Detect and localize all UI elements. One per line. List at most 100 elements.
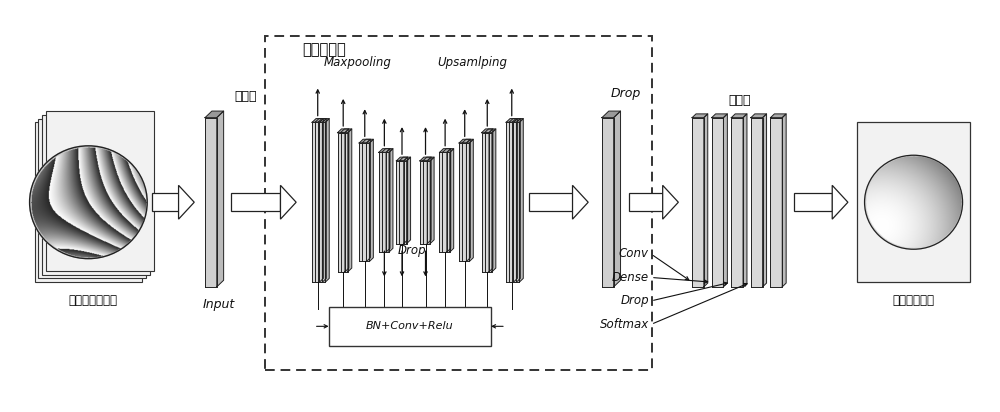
Text: Drop: Drop <box>620 295 649 307</box>
Polygon shape <box>427 157 431 243</box>
Polygon shape <box>439 149 451 152</box>
Text: Drop: Drop <box>397 244 426 257</box>
Polygon shape <box>663 185 678 219</box>
Polygon shape <box>832 185 848 219</box>
Polygon shape <box>407 157 411 243</box>
Polygon shape <box>469 139 473 262</box>
Polygon shape <box>389 149 393 252</box>
Polygon shape <box>362 143 369 262</box>
Text: 输入层: 输入层 <box>234 91 256 103</box>
Polygon shape <box>450 149 454 252</box>
Polygon shape <box>770 114 786 118</box>
Polygon shape <box>482 129 493 133</box>
Polygon shape <box>312 122 319 282</box>
Text: Drop: Drop <box>610 87 641 100</box>
Polygon shape <box>386 149 390 252</box>
Text: 包裹的相位数据: 包裹的相位数据 <box>69 295 118 307</box>
Polygon shape <box>614 111 621 287</box>
Polygon shape <box>442 149 454 152</box>
Polygon shape <box>782 114 786 287</box>
Polygon shape <box>602 118 614 287</box>
Polygon shape <box>366 139 370 262</box>
Text: Upsamlping: Upsamlping <box>438 56 508 69</box>
Polygon shape <box>345 129 349 272</box>
Polygon shape <box>692 118 704 287</box>
Polygon shape <box>369 139 373 262</box>
Polygon shape <box>359 139 370 143</box>
Polygon shape <box>348 129 352 272</box>
Text: Conv: Conv <box>619 248 649 260</box>
Circle shape <box>30 146 147 259</box>
Polygon shape <box>179 185 194 219</box>
Polygon shape <box>519 119 523 282</box>
Polygon shape <box>712 114 727 118</box>
Polygon shape <box>396 157 408 161</box>
Text: 输出层: 输出层 <box>729 94 751 107</box>
Bar <box>38 119 146 279</box>
Polygon shape <box>312 119 323 122</box>
Polygon shape <box>382 149 393 152</box>
Polygon shape <box>506 122 513 282</box>
Polygon shape <box>205 118 217 287</box>
Polygon shape <box>442 152 450 252</box>
Polygon shape <box>382 152 389 252</box>
Polygon shape <box>362 139 373 143</box>
Polygon shape <box>399 157 411 161</box>
Polygon shape <box>322 119 326 282</box>
Polygon shape <box>420 157 431 161</box>
Text: Maxpooling: Maxpooling <box>324 56 392 69</box>
Polygon shape <box>423 157 434 161</box>
Polygon shape <box>573 185 588 219</box>
Polygon shape <box>319 119 323 282</box>
Polygon shape <box>489 129 493 272</box>
Polygon shape <box>341 133 348 272</box>
Polygon shape <box>512 122 519 282</box>
FancyBboxPatch shape <box>328 307 491 346</box>
Polygon shape <box>430 157 434 243</box>
Bar <box>34 122 142 282</box>
Polygon shape <box>439 152 447 252</box>
Polygon shape <box>338 133 345 272</box>
Polygon shape <box>379 149 390 152</box>
Bar <box>629 193 663 211</box>
Polygon shape <box>731 114 747 118</box>
Polygon shape <box>509 119 520 122</box>
Polygon shape <box>341 129 352 133</box>
Polygon shape <box>602 111 621 118</box>
Polygon shape <box>315 122 322 282</box>
Polygon shape <box>396 161 404 243</box>
Polygon shape <box>379 152 386 252</box>
Polygon shape <box>751 118 763 287</box>
Polygon shape <box>359 143 366 262</box>
Polygon shape <box>462 143 469 262</box>
Polygon shape <box>704 114 708 287</box>
Polygon shape <box>447 149 451 252</box>
Polygon shape <box>459 139 470 143</box>
Polygon shape <box>315 119 326 122</box>
Bar <box>42 115 150 275</box>
Polygon shape <box>485 133 492 272</box>
Polygon shape <box>423 161 430 243</box>
Text: BN+Conv+Relu: BN+Conv+Relu <box>366 321 454 331</box>
Polygon shape <box>692 114 708 118</box>
Polygon shape <box>325 119 329 282</box>
Bar <box>231 193 280 211</box>
Polygon shape <box>516 119 520 282</box>
Text: 自编码结构: 自编码结构 <box>302 42 346 57</box>
Polygon shape <box>512 119 523 122</box>
Polygon shape <box>318 119 329 122</box>
Text: 包裹倍数分布: 包裹倍数分布 <box>893 295 935 307</box>
Polygon shape <box>466 139 470 262</box>
Polygon shape <box>205 111 224 118</box>
Circle shape <box>865 155 963 249</box>
Bar <box>529 193 573 211</box>
Polygon shape <box>723 114 727 287</box>
Bar <box>152 193 179 211</box>
Polygon shape <box>763 114 767 287</box>
Polygon shape <box>338 129 349 133</box>
Polygon shape <box>492 129 496 272</box>
Polygon shape <box>506 119 517 122</box>
Polygon shape <box>399 161 407 243</box>
Polygon shape <box>513 119 517 282</box>
Polygon shape <box>280 185 296 219</box>
